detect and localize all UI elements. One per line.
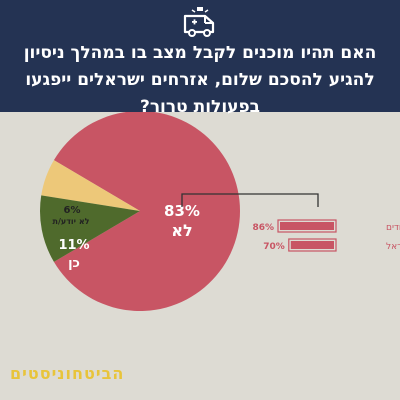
chart-area: 83%לא 11% כן 6%לא יודע/ת 86% יהודים 70% ערביי … — [40, 112, 400, 311]
header: האם תהיו מוכנים לקבל מצב בו במהלך ניסיון… — [0, 0, 400, 117]
bar-category-label: יהודים — [386, 223, 400, 233]
bar-fill — [290, 241, 334, 249]
bar — [288, 238, 337, 252]
bar — [277, 219, 337, 233]
bar-category-label: ערביי ישראל — [386, 242, 400, 252]
bar-fill — [280, 222, 334, 230]
pie-category-label: כן — [68, 256, 80, 271]
pie-slice — [53, 112, 240, 311]
pie-value-label: 11% — [58, 238, 89, 253]
pie-value-label: 83% — [164, 202, 200, 220]
pie-slice — [41, 160, 141, 211]
pie-chart: 83%לא 11% כן 6%לא יודע/ת — [40, 112, 240, 311]
connector-line — [181, 193, 319, 207]
bar-chart: 86% יהודים 70% ערביי ישראל — [181, 193, 400, 252]
ambulance-icon — [183, 7, 215, 37]
pie-category-label: לא יודע/ת — [53, 217, 90, 226]
bar-value-label: 70% — [263, 242, 285, 252]
page-title: האם תהיו מוכנים לקבל מצב בו במהלך ניסיון… — [23, 43, 377, 117]
pie-category-label: לא — [171, 221, 192, 240]
pie-slice — [40, 195, 140, 262]
bar-value-label: 86% — [252, 223, 274, 233]
logo: הביטחוניסטים — [10, 364, 125, 383]
pie-value-label: 6% — [64, 205, 81, 216]
